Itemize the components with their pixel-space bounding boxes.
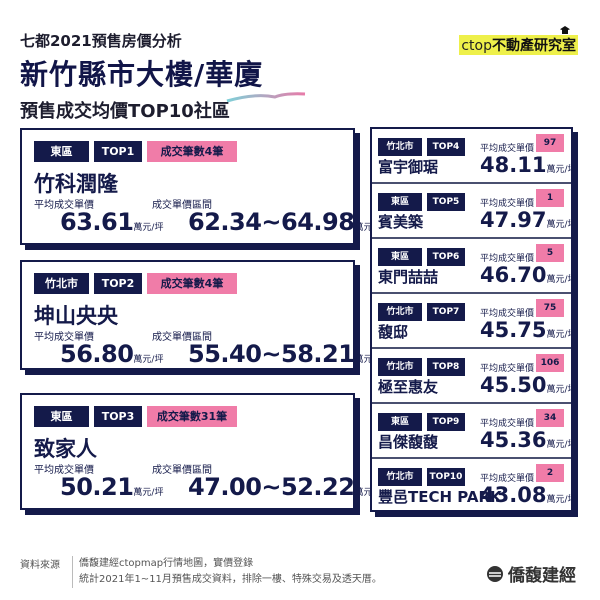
- avg-price: 50.21萬元/坪: [60, 473, 164, 501]
- area-tag: 東區: [34, 141, 89, 162]
- avg-label: 平均成交單價: [34, 200, 94, 211]
- avg-price: 48.11萬元/坪: [480, 153, 577, 177]
- rank-tag: TOP7: [427, 303, 465, 321]
- avg-price: 45.50萬元/坪: [480, 373, 577, 397]
- count-tag: 成交筆數4筆: [147, 141, 237, 162]
- community-name: 富宇御琚: [378, 158, 439, 176]
- area-tag: 東區: [34, 406, 89, 427]
- list-item: 竹北市 TOP8 極至惠友 平均成交單價 106 45.50萬元/坪: [372, 349, 576, 404]
- avg-price: 56.80萬元/坪: [60, 340, 164, 368]
- top-card: 竹北市 TOP2 成交筆數4筆 坤山央央 平均成交單價 成交單價區間 56.80萬元…: [20, 260, 384, 370]
- list-item: 竹北市 TOP7 馥邸 平均成交單價 75 45.75萬元/坪: [372, 294, 576, 349]
- rank-tag: TOP3: [94, 406, 142, 427]
- area-tag: 竹北市: [378, 303, 422, 321]
- source-line-1: 僑馥建經ctopmap行情地圖，實價登錄: [79, 558, 254, 569]
- area-tag: 東區: [378, 413, 422, 431]
- swoosh-decoration: [226, 92, 306, 103]
- list-item: 東區 TOP9 昌傑馥馥 平均成交單價 34 45.36萬元/坪: [372, 404, 576, 459]
- community-name: 坤山央央: [34, 304, 118, 328]
- list-item: 東區 TOP5 賓美築 平均成交單價 1 47.97萬元/坪: [372, 184, 576, 239]
- community-name: 竹科潤隆: [34, 172, 118, 196]
- rank-tag: TOP5: [427, 193, 465, 211]
- avg-label: 平均成交單價: [34, 332, 94, 343]
- avg-price: 45.36萬元/坪: [480, 428, 577, 452]
- rank-tag: TOP10: [427, 468, 465, 486]
- avg-label: 平均成交單價: [34, 465, 94, 476]
- community-name: 極至惠友: [378, 378, 439, 396]
- area-tag: 竹北市: [34, 273, 89, 294]
- community-name: 豐邑TECH PARK: [378, 488, 502, 506]
- page-title: 新竹縣市大樓/華廈: [20, 58, 264, 91]
- count-badge: 106: [536, 354, 564, 372]
- list-item: 竹北市 TOP4 富宇御琚 平均成交單價 97 48.11萬元/坪: [372, 129, 576, 184]
- area-tag: 東區: [378, 248, 422, 266]
- avg-label: 平均成交單價: [480, 199, 535, 209]
- rank-tag: TOP6: [427, 248, 465, 266]
- brand-mark-icon: [487, 565, 503, 582]
- avg-label: 平均成交單價: [480, 254, 535, 264]
- community-name: 馥邸: [378, 323, 409, 341]
- community-name: 賓美築: [378, 213, 424, 231]
- area-tag: 東區: [378, 193, 422, 211]
- avg-price: 47.97萬元/坪: [480, 208, 577, 232]
- rank-tag: TOP2: [94, 273, 142, 294]
- count-tag: 成交筆數31筆: [147, 406, 237, 427]
- rank-tag: TOP8: [427, 358, 465, 376]
- count-badge: 1: [536, 189, 564, 207]
- avg-label: 平均成交單價: [480, 364, 535, 374]
- count-badge: 97: [536, 134, 564, 152]
- avg-price: 43.08萬元/坪: [480, 483, 577, 507]
- range-label: 成交單價區間: [152, 200, 212, 211]
- community-name: 東門喆喆: [378, 268, 439, 286]
- avg-price: 46.70萬元/坪: [480, 263, 577, 287]
- count-badge: 5: [536, 244, 564, 262]
- rank-tag: TOP1: [94, 141, 142, 162]
- count-badge: 34: [536, 409, 564, 427]
- top4-10-list: 竹北市 TOP4 富宇御琚 平均成交單價 97 48.11萬元/坪東區 TOP5 賓…: [370, 127, 576, 514]
- avg-label: 平均成交單價: [480, 309, 535, 319]
- subtitle: 預售成交均價TOP10社區: [20, 101, 230, 122]
- price-range: 47.00~52.22萬元/坪: [188, 473, 384, 501]
- community-name: 致家人: [34, 437, 97, 461]
- source-line-2: 統計2021年1~11月預售成交資料，排除一樓、特殊交易及透天厝。: [79, 574, 382, 585]
- ctop-logo: ctop不動產研究室: [459, 35, 578, 55]
- rank-tag: TOP4: [427, 138, 465, 156]
- price-range: 62.34~64.98萬元/坪: [188, 208, 384, 236]
- area-tag: 竹北市: [378, 468, 422, 486]
- avg-label: 平均成交單價: [480, 144, 535, 154]
- range-label: 成交單價區間: [152, 465, 212, 476]
- rank-tag: TOP9: [427, 413, 465, 431]
- avg-price: 45.75萬元/坪: [480, 318, 577, 342]
- area-tag: 竹北市: [378, 138, 422, 156]
- avg-label: 平均成交單價: [480, 419, 535, 429]
- source-label: 資料來源: [20, 560, 60, 571]
- count-tag: 成交筆數4筆: [147, 273, 237, 294]
- count-badge: 2: [536, 464, 564, 482]
- super-title: 七都2021預售房價分析: [20, 32, 182, 50]
- area-tag: 竹北市: [378, 358, 422, 376]
- graduation-cap-icon: [560, 26, 570, 34]
- avg-label: 平均成交單價: [480, 474, 535, 484]
- range-label: 成交單價區間: [152, 332, 212, 343]
- top-card: 東區 TOP1 成交筆數4筆 竹科潤隆 平均成交單價 成交單價區間 63.61萬元/…: [20, 128, 384, 245]
- avg-price: 63.61萬元/坪: [60, 208, 164, 236]
- count-badge: 75: [536, 299, 564, 317]
- list-item: 竹北市 TOP10 豐邑TECH PARK 平均成交單價 2 43.08萬元/坪: [372, 459, 576, 514]
- list-item: 東區 TOP6 東門喆喆 平均成交單價 5 46.70萬元/坪: [372, 239, 576, 294]
- price-range: 55.40~58.21萬元/坪: [188, 340, 384, 368]
- community-name: 昌傑馥馥: [378, 433, 439, 451]
- top-card: 東區 TOP3 成交筆數31筆 致家人 平均成交單價 成交單價區間 50.21萬元/…: [20, 393, 384, 510]
- brand-logo: 僑馥建經: [486, 561, 576, 586]
